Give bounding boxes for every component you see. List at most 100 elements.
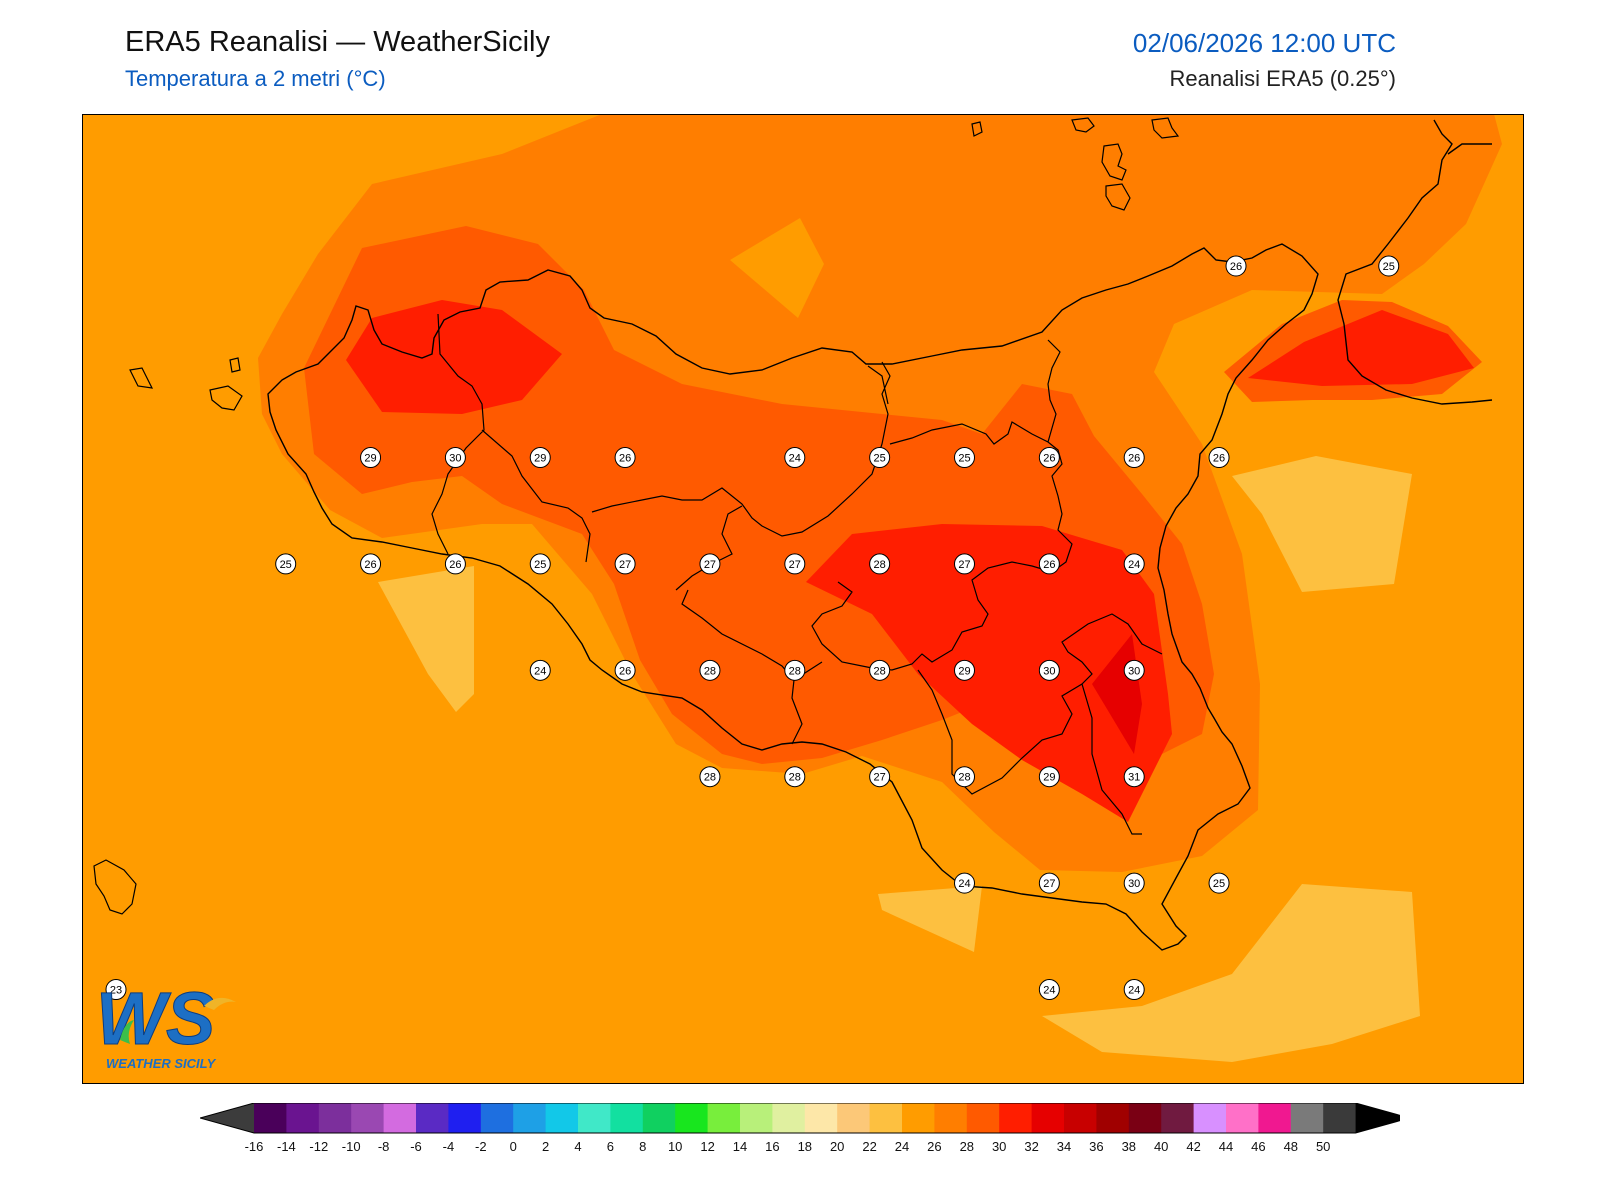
colorbar-segment bbox=[513, 1103, 547, 1133]
colorbar-segment bbox=[869, 1103, 903, 1133]
colorbar-tick-label: 36 bbox=[1089, 1139, 1103, 1154]
colorbar-segment bbox=[610, 1103, 644, 1133]
colorbar-tick-label: 42 bbox=[1186, 1139, 1200, 1154]
station-value: 28 bbox=[874, 665, 886, 677]
station-value: 29 bbox=[534, 453, 546, 465]
station-value: 26 bbox=[619, 665, 631, 677]
station-value: 27 bbox=[789, 559, 801, 571]
colorbar-tick-label: 4 bbox=[574, 1139, 581, 1154]
station-marker: 28 bbox=[784, 766, 806, 788]
colorbar-segment bbox=[1258, 1103, 1292, 1133]
station-marker: 24 bbox=[529, 659, 551, 681]
temperature-field-30-west bbox=[346, 300, 562, 414]
map-subtitle: Temperatura a 2 metri (°C) bbox=[125, 66, 386, 91]
egadi-islands bbox=[129, 357, 243, 411]
colorbar-tick-label: 26 bbox=[927, 1139, 941, 1154]
colorbar-tick-label: 16 bbox=[765, 1139, 779, 1154]
temperature-field-22-southeast bbox=[1042, 884, 1420, 1062]
colorbar-tick-label: 22 bbox=[862, 1139, 876, 1154]
station-value: 27 bbox=[619, 559, 631, 571]
station-value: 24 bbox=[958, 878, 970, 890]
station-value: 29 bbox=[958, 665, 970, 677]
station-value: 26 bbox=[364, 559, 376, 571]
station-marker: 24 bbox=[1038, 979, 1060, 1001]
colorbar-tick-label: -16 bbox=[245, 1139, 264, 1154]
station-marker: 31 bbox=[1123, 766, 1145, 788]
colorbar-segment bbox=[318, 1103, 352, 1133]
colorbar-segment bbox=[416, 1103, 449, 1133]
station-marker: 24 bbox=[954, 872, 975, 894]
station-value: 30 bbox=[1128, 878, 1140, 890]
data-source: Reanalisi ERA5 (0.25°) bbox=[1169, 66, 1396, 91]
station-marker: 29 bbox=[360, 447, 382, 469]
station-value: 25 bbox=[534, 559, 546, 571]
station-value: 26 bbox=[1230, 261, 1242, 273]
colorbar-tick-label: 10 bbox=[668, 1139, 682, 1154]
station-marker: 24 bbox=[1123, 979, 1145, 1001]
station-marker: 27 bbox=[784, 553, 806, 575]
temperature-map[interactable]: 26 25 29 30 29 26 24 25 25 26 26 26 25 26 26 25 27 27 27 28… bbox=[82, 114, 1524, 1084]
station-marker: 25 bbox=[1378, 255, 1400, 277]
station-marker: 23 bbox=[105, 979, 127, 1001]
colorbar-tick-label: 6 bbox=[607, 1139, 614, 1154]
station-marker: 26 bbox=[1038, 447, 1060, 469]
station-marker: 25 bbox=[529, 553, 551, 575]
colorbar-tick-label: 2 bbox=[542, 1139, 549, 1154]
colorbar-segment bbox=[1161, 1103, 1195, 1133]
station-marker: 24 bbox=[784, 447, 806, 469]
station-value: 23 bbox=[110, 985, 122, 997]
colorbar-underflow-arrow bbox=[200, 1103, 254, 1133]
colorbar-segment bbox=[804, 1103, 838, 1133]
colorbar-tick-label: 40 bbox=[1154, 1139, 1168, 1154]
colorbar-tick-label: 44 bbox=[1219, 1139, 1233, 1154]
station-marker: 25 bbox=[275, 553, 297, 575]
colorbar-tick-label: 18 bbox=[798, 1139, 812, 1154]
station-marker: 27 bbox=[869, 766, 891, 788]
station-marker: 27 bbox=[614, 553, 636, 575]
colorbar-tick-label: 30 bbox=[992, 1139, 1006, 1154]
station-value: 25 bbox=[1383, 261, 1395, 273]
province-boundaries bbox=[431, 313, 1163, 835]
station-value: 24 bbox=[1128, 559, 1140, 571]
colorbar-segment bbox=[545, 1103, 579, 1133]
station-marker: 25 bbox=[954, 447, 975, 469]
station-value: 28 bbox=[789, 772, 801, 784]
station-marker: 28 bbox=[784, 659, 806, 681]
aeolian-islands bbox=[971, 117, 1180, 211]
station-value: 26 bbox=[1043, 453, 1055, 465]
colorbar-segment bbox=[286, 1103, 320, 1133]
station-marker: 26 bbox=[360, 553, 382, 575]
station-value: 25 bbox=[1213, 878, 1225, 890]
colorbar-segment bbox=[966, 1103, 1000, 1133]
colorbar-tick-label: -2 bbox=[475, 1139, 487, 1154]
colorbar-tick-label: 32 bbox=[1024, 1139, 1038, 1154]
colorbar-segment bbox=[675, 1103, 709, 1133]
station-marker: 27 bbox=[1038, 872, 1060, 894]
colorbar-tick-label: 38 bbox=[1122, 1139, 1136, 1154]
station-marker: 28 bbox=[869, 553, 891, 575]
temperature-field-22-west bbox=[378, 566, 474, 712]
colorbar-segment bbox=[902, 1103, 935, 1133]
station-marker: 24 bbox=[1123, 553, 1145, 575]
temperature-field-22-ionian bbox=[1232, 456, 1412, 592]
colorbar-segment bbox=[448, 1103, 482, 1133]
station-value: 26 bbox=[449, 559, 461, 571]
station-value: 27 bbox=[1043, 878, 1055, 890]
colorbar-segment bbox=[351, 1103, 385, 1133]
colorbar-tick-label: 12 bbox=[700, 1139, 714, 1154]
station-marker: 26 bbox=[614, 659, 636, 681]
station-value: 24 bbox=[1043, 985, 1055, 997]
station-value: 25 bbox=[280, 559, 292, 571]
station-value: 31 bbox=[1128, 772, 1140, 784]
station-value: 24 bbox=[1128, 985, 1140, 997]
station-values-layer: 26 25 29 30 29 26 24 25 25 26 26 26 25 26 26 25 27 27 27 28… bbox=[105, 255, 1400, 1001]
station-marker: 28 bbox=[869, 659, 891, 681]
station-value: 27 bbox=[704, 559, 716, 571]
map-title: ERA5 Reanalisi — WeatherSicily bbox=[125, 26, 550, 58]
temperature-field-30-etna bbox=[1248, 310, 1474, 386]
colorbar-segment bbox=[1323, 1103, 1357, 1133]
station-value: 24 bbox=[789, 453, 801, 465]
temperature-colorbar: -16 -14 -12 -10 -8 -6 -4 -2 0 2 4 6 8 10 12 14 16 18 20 22 2… bbox=[200, 1103, 1400, 1154]
station-value: 26 bbox=[1043, 559, 1055, 571]
station-value: 29 bbox=[364, 453, 376, 465]
